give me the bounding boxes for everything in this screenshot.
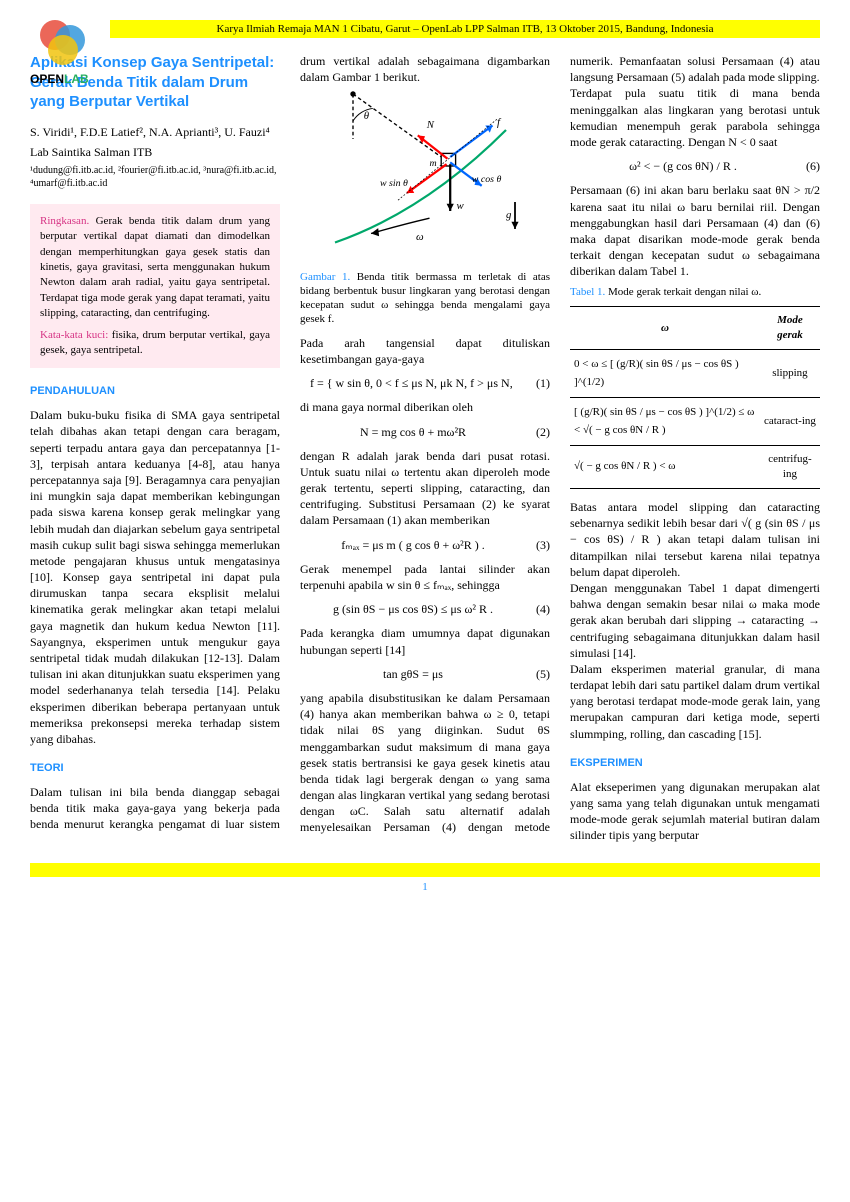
page-number: 1 (30, 881, 820, 893)
figure-1: θ m N f w cos θ w sin θ w (300, 85, 550, 326)
table-1-caption: Mode gerak terkait dengan nilai ω. (605, 286, 761, 298)
svg-text:w cos θ: w cos θ (472, 175, 502, 186)
col3-p3: Dengan menggunakan Tabel 1 dapat dimenge… (570, 580, 820, 661)
header-banner: Karya Ilmiah Remaja MAN 1 Cibatu, Garut … (110, 20, 820, 38)
col2-p2: di mana gaya normal diberikan oleh (300, 399, 550, 415)
logo-text-lab: LAB (64, 72, 89, 86)
ringkasan-body: Gerak benda titik dalam drum yang berput… (40, 215, 270, 319)
svg-text:w: w (457, 201, 465, 213)
table-head-mode: Mode gerak (760, 307, 820, 350)
col2-p7: Terdapat pula suatu titik di mana benda … (570, 85, 820, 150)
svg-text:w sin θ: w sin θ (380, 178, 408, 189)
equation-1: f = { w sin θ, 0 < f ≤ μs N, μk N, f > μ… (300, 375, 550, 391)
section-teori: TEORI (30, 761, 280, 776)
kata-label: Kata-kata kuci: (40, 329, 108, 341)
emails: ¹dudung@fi.itb.ac.id, ²fourier@fi.itb.ac… (30, 164, 280, 190)
logo-text-open: OPEN (30, 72, 64, 86)
eksperimen-text: Alat ekseperimen yang digunakan merupaka… (570, 779, 820, 844)
equation-4: g (sin θS − μs cos θS) ≤ μs ω² R . (4) (300, 601, 550, 617)
table-row: √( − g cos θN / R ) < ω centrifug-ing (570, 446, 820, 489)
footer-bar (30, 863, 820, 877)
svg-text:g: g (506, 210, 512, 222)
svg-text:m: m (430, 158, 437, 169)
svg-text:ω: ω (416, 231, 424, 243)
equation-5: tan gθS = μs (5) (300, 666, 550, 682)
table-row: [ (g/R)( sin θS / μs − cos θS ) ]^(1/2) … (570, 398, 820, 446)
svg-text:f: f (497, 117, 502, 129)
table-1-label: Tabel 1. (570, 286, 605, 298)
col3-p2: Batas antara model slipping dan cataract… (570, 499, 820, 580)
col3-p1: Persamaan (6) ini akan baru berlaku saat… (570, 182, 820, 279)
col2-p1: Pada arah tangensial dapat dituliskan ke… (300, 335, 550, 367)
section-eksperimen: EKSPERIMEN (570, 756, 820, 771)
figure-1-label: Gambar 1. (300, 271, 350, 283)
equation-6: ω² < − (g cos θN) / R . (6) (570, 158, 820, 174)
col2-p3: dengan R adalah jarak benda dari pusat r… (300, 448, 550, 529)
section-pendahuluan: PENDAHULUAN (30, 384, 280, 399)
svg-text:N: N (426, 120, 435, 132)
figure-1-diagram: θ m N f w cos θ w sin θ w (300, 85, 550, 265)
svg-text:θ: θ (364, 111, 370, 123)
equation-2: N = mg cos θ + mω²R (2) (300, 424, 550, 440)
table-head-omega: ω (570, 307, 760, 350)
authors: S. Viridi¹, F.D.E Latief², N.A. Aprianti… (30, 124, 280, 140)
col3-p4: Dalam eksperimen material granular, di m… (570, 661, 820, 742)
pendahuluan-text: Dalam buku-buku fisika di SMA gaya sentr… (30, 407, 280, 747)
table-1: ω Mode gerak 0 < ω ≤ [ (g/R)( sin θS / μ… (570, 306, 820, 489)
affiliation: Lab Saintika Salman ITB (30, 144, 280, 160)
equation-3: fₘₐₓ = μs m ( g cos θ + ω²R ) . (3) (300, 537, 550, 553)
abstract-box: Ringkasan. Gerak benda titik dalam drum … (30, 204, 280, 369)
ringkasan-label: Ringkasan. (40, 215, 89, 227)
logo: OPENLAB (30, 20, 90, 86)
table-row: 0 < ω ≤ [ (g/R)( sin θS / μs − cos θS ) … (570, 349, 820, 397)
col2-p5: Pada kerangka diam umumnya dapat digunak… (300, 625, 550, 657)
col2-p4: Gerak menempel pada lantai silinder akan… (300, 561, 550, 593)
